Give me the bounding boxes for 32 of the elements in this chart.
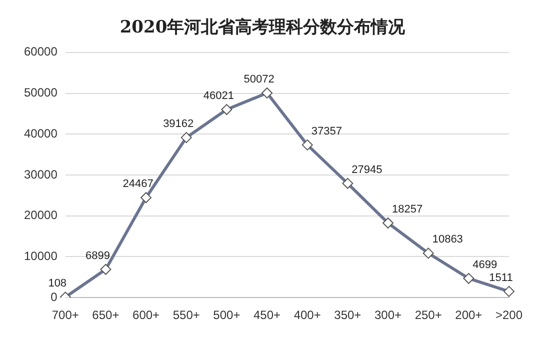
x-tick-label: 450+ — [254, 308, 281, 322]
y-tick-label: 60000 — [24, 44, 58, 59]
y-tick-label: 10000 — [24, 249, 58, 264]
y-tick-label: 20000 — [24, 208, 58, 222]
data-label: 18257 — [392, 204, 423, 216]
x-tick-label: 700+ — [52, 308, 79, 322]
x-tick-label: 650+ — [92, 308, 120, 322]
x-tick-label: 500+ — [213, 308, 240, 322]
x-tick-label: >200 — [495, 308, 523, 322]
chart-title: 2020年河北省高考理科分数分布情况 — [120, 18, 406, 38]
x-tick-label: 600+ — [132, 308, 160, 322]
data-label: 6899 — [85, 250, 110, 262]
x-tick-label: 250+ — [414, 308, 442, 322]
y-tick-label: 30000 — [24, 167, 58, 182]
x-tick-label: 350+ — [334, 308, 362, 322]
data-label: 39162 — [163, 118, 194, 130]
data-label: 46021 — [203, 90, 234, 102]
data-label: 27945 — [352, 164, 382, 176]
y-tick-label: 40000 — [24, 126, 58, 140]
data-label: 1511 — [489, 272, 513, 284]
data-label: 37357 — [311, 125, 342, 138]
y-tick-label: 0 — [50, 290, 58, 304]
x-tick-label: 300+ — [374, 308, 402, 322]
x-tick-label: 550+ — [172, 308, 200, 322]
data-label: 108 — [48, 278, 67, 290]
data-label: 50072 — [244, 74, 274, 86]
data-label: 10863 — [432, 234, 463, 246]
data-label: 24467 — [122, 178, 154, 190]
data-label: 4699 — [472, 258, 498, 271]
x-tick-label: 200+ — [455, 308, 482, 322]
y-tick-label: 50000 — [24, 86, 58, 100]
x-tick-label: 400+ — [294, 308, 321, 322]
